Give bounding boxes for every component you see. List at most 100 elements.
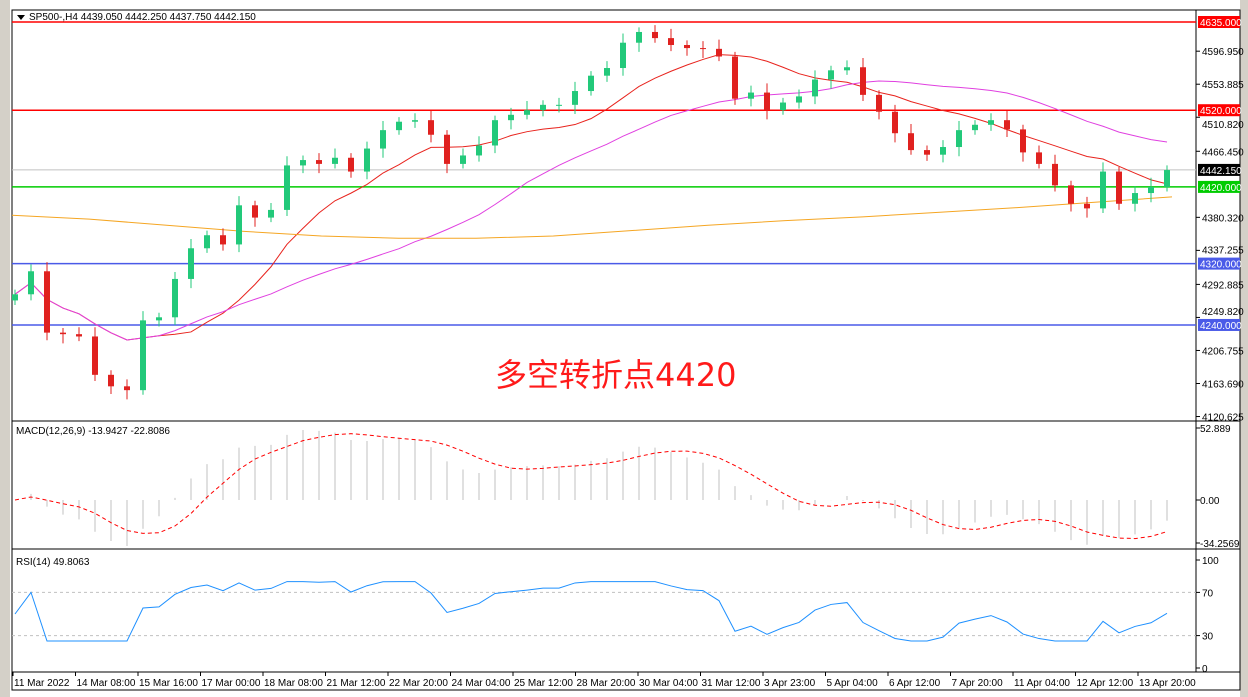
candle: [972, 120, 978, 135]
candle: [796, 89, 802, 109]
candle: [172, 272, 178, 325]
price-tick: 4380.320: [1202, 213, 1244, 224]
candle: [236, 196, 242, 253]
time-tick: 22 Mar 20:00: [389, 678, 448, 689]
ma-mid-line: [14, 80, 1168, 341]
dropdown-triangle-icon[interactable]: [17, 15, 25, 20]
candle: [508, 107, 514, 130]
left-frame: [0, 0, 10, 697]
time-tick: 25 Mar 12:00: [514, 678, 573, 689]
candle: [988, 113, 994, 131]
macd-label: MACD(12,26,9) -13.9427 -22.8086: [16, 426, 170, 437]
candle: [588, 71, 594, 96]
candle: [1148, 177, 1154, 203]
candle: [156, 312, 162, 327]
candle: [364, 141, 370, 180]
candle: [300, 155, 306, 174]
candle: [716, 39, 722, 62]
price-tick: 4553.885: [1202, 80, 1244, 91]
candle: [348, 153, 354, 178]
time-tick: 30 Mar 04:00: [639, 678, 698, 689]
candle: [28, 264, 34, 301]
candle: [924, 145, 930, 161]
time-tick: 21 Mar 12:00: [327, 678, 386, 689]
candle: [92, 327, 98, 381]
rsi-tick: 70: [1202, 588, 1214, 599]
time-tick: 7 Apr 20:00: [952, 678, 1004, 689]
candle: [220, 228, 226, 251]
symbol-info: SP500-,H4 4439.050 4442.250 4437.750 444…: [29, 12, 256, 23]
ma-fast-line: [14, 54, 1168, 341]
candle: [764, 83, 770, 120]
level-label: 4240.000: [1200, 321, 1242, 332]
candle: [444, 130, 450, 174]
candle: [124, 379, 130, 400]
candle: [492, 115, 498, 154]
candle: [1132, 186, 1138, 212]
candle: [828, 65, 834, 89]
candle: [268, 203, 274, 223]
price-tick: 4163.690: [1202, 379, 1244, 390]
candle: [412, 113, 418, 128]
time-tick: 13 Apr 20:00: [1139, 678, 1196, 689]
time-tick: 28 Mar 20:00: [577, 678, 636, 689]
macd-panel: 52.889 0.00 -34.2569: [14, 424, 1240, 550]
time-tick: 11 Apr 04:00: [1014, 678, 1070, 689]
macd-tick: -34.2569: [1200, 539, 1240, 550]
candle: [460, 148, 466, 169]
candle: [1164, 165, 1170, 192]
candle: [44, 262, 50, 341]
time-tick: 14 Mar 08:00: [77, 678, 136, 689]
ma-long-line: [11, 196, 1173, 239]
level-tag: [1198, 104, 1240, 117]
time-tick: 17 Mar 00:00: [202, 678, 261, 689]
candle: [428, 110, 434, 143]
price-tick: 4249.820: [1202, 307, 1244, 318]
level-label: 4520.000: [1200, 106, 1242, 117]
candle: [1004, 110, 1010, 138]
candle: [540, 100, 546, 117]
macd-tick: 0.00: [1200, 496, 1220, 507]
candle: [332, 148, 338, 169]
macd-signal-line: [14, 433, 1168, 540]
candle: [668, 28, 674, 52]
horizontal-levels[interactable]: 4635.000 4520.000 4420.000 4320.000 4240.000…: [12, 16, 1242, 332]
candle: [1020, 124, 1026, 162]
current-price-tag: [1198, 163, 1240, 176]
level-label: 4635.000: [1200, 18, 1242, 29]
candle: [700, 41, 706, 59]
current-price-label: 4442.150: [1200, 166, 1242, 177]
candle: [252, 200, 258, 227]
candle: [684, 40, 690, 56]
time-tick: 24 Mar 04:00: [452, 678, 511, 689]
time-tick: 15 Mar 16:00: [139, 678, 198, 689]
time-tick: 12 Apr 12:00: [1077, 678, 1134, 689]
time-axis: 11 Mar 2022 14 Mar 08:00 15 Mar 16:00 17 Ma…: [12, 672, 1196, 689]
moving-averages: [11, 54, 1173, 341]
rsi-tick: 100: [1202, 556, 1219, 567]
candle: [556, 97, 562, 113]
macd-tick: 52.889: [1200, 424, 1231, 435]
time-tick: 3 Apr 23:00: [764, 678, 816, 689]
candle: [140, 311, 146, 395]
price-tick: 4292.885: [1202, 280, 1244, 291]
price-tick: 4596.950: [1202, 47, 1244, 58]
candle: [1036, 145, 1042, 169]
price-tick: 4466.450: [1202, 147, 1244, 158]
time-tick: 31 Mar 12:00: [702, 678, 761, 689]
candle: [188, 239, 194, 289]
candle: [812, 70, 818, 105]
level-tag: [1198, 318, 1240, 331]
candle: [604, 61, 610, 82]
rsi-label: RSI(14) 49.8063: [16, 557, 90, 568]
level-tag: [1198, 180, 1240, 193]
candle: [316, 153, 322, 174]
candle: [380, 120, 386, 158]
candle: [652, 25, 658, 43]
candle: [1052, 154, 1058, 192]
candle: [1116, 166, 1122, 210]
time-tick: 18 Mar 08:00: [264, 678, 323, 689]
price-tick: 4510.820: [1202, 120, 1244, 131]
